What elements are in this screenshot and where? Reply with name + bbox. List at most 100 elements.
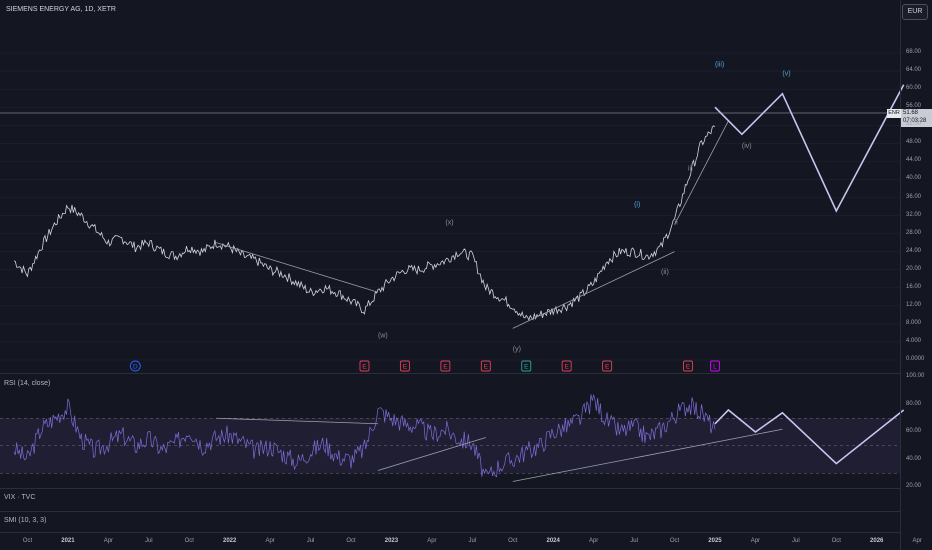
event-marker [480, 360, 491, 372]
trendlines [216, 120, 729, 329]
projection-line [714, 84, 905, 213]
rsi-label[interactable]: RSI (14, close) [4, 380, 51, 387]
price-tick: 60.00 [906, 85, 922, 92]
wave-label: (y) [513, 346, 521, 353]
event-marker [129, 360, 141, 372]
time-tick: 2025 [708, 538, 722, 544]
ticker-tag: ENR [887, 109, 901, 118]
time-tick: Apr [588, 538, 599, 544]
event-marker-letter: L [713, 364, 717, 371]
event-marker-letter: E [443, 364, 448, 371]
rsi-band-lines [0, 417, 900, 474]
event-marker-letter: E [484, 364, 489, 371]
wave-label: (iv) [742, 143, 752, 150]
time-tick: 2024 [546, 538, 560, 544]
time-tick: Apr [427, 538, 437, 544]
projection-series [714, 84, 905, 213]
event-marker [399, 360, 410, 372]
time-tick: Apr [750, 538, 761, 544]
time-tick: Oct [831, 538, 841, 544]
wave-label: (w) [378, 332, 388, 339]
price-series [13, 125, 716, 321]
rsi-tick: 100.00 [906, 373, 925, 379]
rsi-trendline [512, 428, 783, 482]
event-marker-letter: E [605, 364, 610, 371]
time-tick: Jul [630, 538, 638, 544]
price-tick: 68.00 [906, 49, 922, 56]
event-marker [683, 360, 693, 372]
event-marker-letter: E [362, 364, 367, 371]
pane-divider-vix[interactable] [0, 511, 900, 512]
last-price-tag: 51.68 07:03:28 [901, 109, 932, 127]
time-tick: Apr [912, 538, 922, 544]
pane-divider-main[interactable] [0, 373, 900, 374]
price-tick: 12.00 [906, 301, 922, 308]
price-tick: 52.00 [906, 121, 922, 128]
time-tick: Oct [22, 538, 33, 544]
price-line [13, 125, 716, 321]
price-tick: 24.00 [906, 247, 922, 254]
price-tick: 64.00 [906, 67, 922, 74]
event-marker-letter: E [524, 364, 529, 371]
event-marker-letter: D [133, 364, 138, 371]
trendline [512, 251, 675, 329]
price-tick: 44.00 [906, 157, 922, 164]
vix-label[interactable]: VIX · TVC [4, 494, 36, 501]
time-tick: 2026 [870, 538, 884, 544]
rsi-projection-line [714, 408, 905, 465]
time-tick: Jul [468, 538, 477, 544]
event-marker-letter: E [686, 364, 691, 371]
event-marker [359, 360, 370, 372]
event-marker [710, 360, 720, 372]
rsi-trendlines [216, 417, 783, 482]
rsi-tick: 40.00 [906, 455, 922, 462]
rsi-tick: 20.00 [906, 483, 922, 489]
event-marker [521, 360, 532, 372]
rsi-projection [714, 408, 905, 465]
rsi-tick: 60.00 [906, 428, 922, 434]
time-tick: Oct [346, 538, 356, 544]
wave-label: (ii) [661, 269, 669, 276]
price-tick: 40.00 [906, 175, 922, 182]
wave-label: (v) [782, 71, 790, 78]
rsi-trendline [377, 437, 486, 471]
price-tick: 16.00 [906, 283, 922, 290]
wave-label: ii [675, 220, 679, 227]
price-tick: 4.000 [906, 337, 922, 344]
price-tick: 28.00 [906, 229, 922, 236]
price-axis-divider [900, 0, 901, 550]
price-tick: 56.00 [906, 103, 922, 110]
wave-label: (x) [445, 220, 453, 227]
wave-label: iii [688, 165, 693, 172]
event-marker [440, 360, 451, 372]
rsi-series [13, 393, 716, 478]
symbol-title[interactable]: SIEMENS ENERGY AG, 1D, XETR [6, 6, 116, 13]
event-marker-letter: E [403, 364, 408, 371]
time-tick: Jul [791, 538, 800, 544]
price-tick: 0.0000 [906, 356, 925, 362]
price-tick: 8.000 [906, 319, 922, 326]
last-price-value: 51.68 [903, 110, 919, 116]
wave-label: (iii) [715, 62, 724, 69]
time-tick: Oct [184, 538, 194, 544]
price-grid [0, 52, 900, 361]
time-tick: 2023 [384, 538, 399, 544]
time-tick: Oct [508, 538, 518, 544]
rsi-trendline [216, 417, 378, 425]
rsi-tick: 80.00 [906, 400, 922, 407]
event-marker-letter: E [565, 364, 570, 371]
trendline [216, 242, 379, 293]
price-tick: 48.00 [906, 139, 922, 146]
pane-divider-rsi[interactable] [0, 488, 900, 489]
time-tick: Apr [103, 538, 114, 544]
pane-divider-smi[interactable] [0, 532, 900, 533]
price-tick: 32.00 [906, 211, 922, 218]
price-tick: 20.00 [906, 265, 922, 272]
time-tick: Jul [144, 538, 153, 544]
smi-label[interactable]: SMI (10, 3, 3) [4, 517, 47, 524]
time-tick: Oct [669, 538, 680, 544]
currency-button[interactable]: EUR [902, 4, 928, 20]
